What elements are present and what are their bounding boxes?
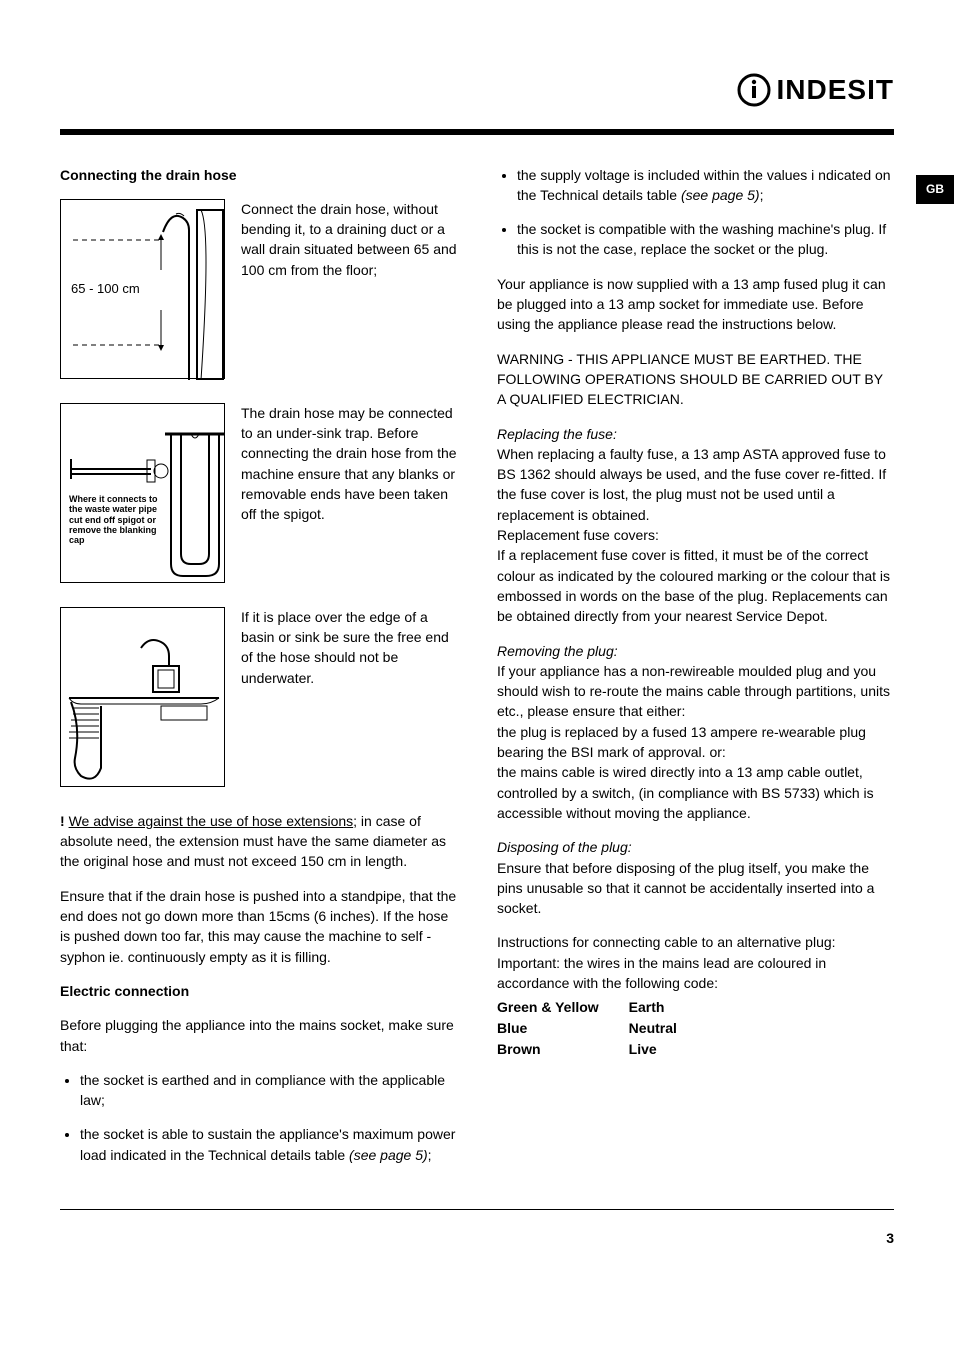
page-footer: 3	[60, 1209, 894, 1248]
wire-c2: Blue	[497, 1018, 599, 1039]
wire-v3: Live	[629, 1039, 677, 1060]
electric-bullets-right: the supply voltage is included within th…	[497, 165, 894, 260]
wire-color-table: Green & Yellow Blue Brown Earth Neutral …	[497, 997, 894, 1060]
figure-2-label: Where it connects to the waste water pip…	[69, 494, 159, 546]
figure-1: 65 - 100 cm	[60, 199, 225, 379]
cable-instructions: Instructions for connecting cable to an …	[497, 932, 894, 993]
figure-2: Where it connects to the waste water pip…	[60, 403, 225, 583]
figure-1-text: Connect the drain hose, without bending …	[241, 199, 457, 280]
elec-bullet-2: the socket is able to sustain the applia…	[80, 1124, 457, 1165]
wire-c3: Brown	[497, 1039, 599, 1060]
wire-v2: Neutral	[629, 1018, 677, 1039]
plug-body-1: If your appliance has a non-rewireable m…	[497, 663, 890, 720]
heading-drain-hose: Connecting the drain hose	[60, 165, 457, 185]
language-tab: GB	[916, 175, 954, 204]
figure-2-text: The drain hose may be connected to an un…	[241, 403, 457, 525]
fuse-body-2b: If a replacement fuse cover is fitted, i…	[497, 547, 890, 624]
heading-electric: Electric connection	[60, 981, 457, 1001]
header-rule	[60, 129, 894, 135]
logo-icon	[737, 73, 771, 107]
instr-line-2: Important: the wires in the mains lead a…	[497, 955, 826, 991]
hose-warning: ! We advise against the use of hose exte…	[60, 811, 457, 872]
fuse-body-2a: Replacement fuse covers:	[497, 527, 659, 543]
figure-3	[60, 607, 225, 787]
figure-block-1: 65 - 100 cm Connect the drain hose, with…	[60, 199, 457, 379]
disposing-plug: Disposing of the plug: Ensure that befor…	[497, 837, 894, 918]
left-column: Connecting the drain hose 65 - 100 cm	[60, 165, 457, 1179]
wire-c1: Green & Yellow	[497, 997, 599, 1018]
elec-bullet-1: the socket is earthed and in compliance …	[80, 1070, 457, 1111]
instr-line-1: Instructions for connecting cable to an …	[497, 934, 836, 950]
elec-bullet-3: the supply voltage is included within th…	[517, 165, 894, 206]
figure-block-3: If it is place over the edge of a basin …	[60, 607, 457, 787]
disp-body: Ensure that before disposing of the plug…	[497, 860, 874, 917]
h-fuse: Replacing the fuse:	[497, 426, 617, 442]
plug-body-3: the mains cable is wired directly into a…	[497, 764, 874, 821]
wire-values: Earth Neutral Live	[629, 997, 677, 1060]
elec-bullet-4: the socket is compatible with the washin…	[517, 219, 894, 260]
wire-v1: Earth	[629, 997, 677, 1018]
h-plug: Removing the plug:	[497, 643, 618, 659]
electric-intro: Before plugging the appliance into the m…	[60, 1015, 457, 1056]
electric-bullets-left: the socket is earthed and in compliance …	[60, 1070, 457, 1165]
replacing-fuse: Replacing the fuse: When replacing a fau…	[497, 424, 894, 627]
removing-plug: Removing the plug: If your appliance has…	[497, 641, 894, 824]
wire-colors: Green & Yellow Blue Brown	[497, 997, 599, 1060]
fuse-body-1: When replacing a faulty fuse, a 13 amp A…	[497, 446, 886, 523]
header: INDESIT	[60, 70, 894, 111]
h-disp: Disposing of the plug:	[497, 839, 632, 855]
warning-icon: !	[60, 813, 65, 829]
plug-body-2: the plug is replaced by a fused 13 amper…	[497, 724, 866, 760]
warning-underline: We advise against the use of hose extens…	[69, 813, 354, 829]
page-number: 3	[886, 1230, 894, 1246]
figure-block-2: Where it connects to the waste water pip…	[60, 403, 457, 583]
right-column: GB the supply voltage is included within…	[497, 165, 894, 1179]
figure-1-label: 65 - 100 cm	[71, 280, 140, 299]
warning-earthed: WARNING - THIS APPLIANCE MUST BE EARTHED…	[497, 349, 894, 410]
brand-logo: INDESIT	[737, 70, 894, 111]
content-columns: Connecting the drain hose 65 - 100 cm	[60, 165, 894, 1179]
brand-name: INDESIT	[777, 70, 894, 111]
supplied-p: Your appliance is now supplied with a 13…	[497, 274, 894, 335]
figure-3-text: If it is place over the edge of a basin …	[241, 607, 457, 688]
standpipe-warning: Ensure that if the drain hose is pushed …	[60, 886, 457, 967]
